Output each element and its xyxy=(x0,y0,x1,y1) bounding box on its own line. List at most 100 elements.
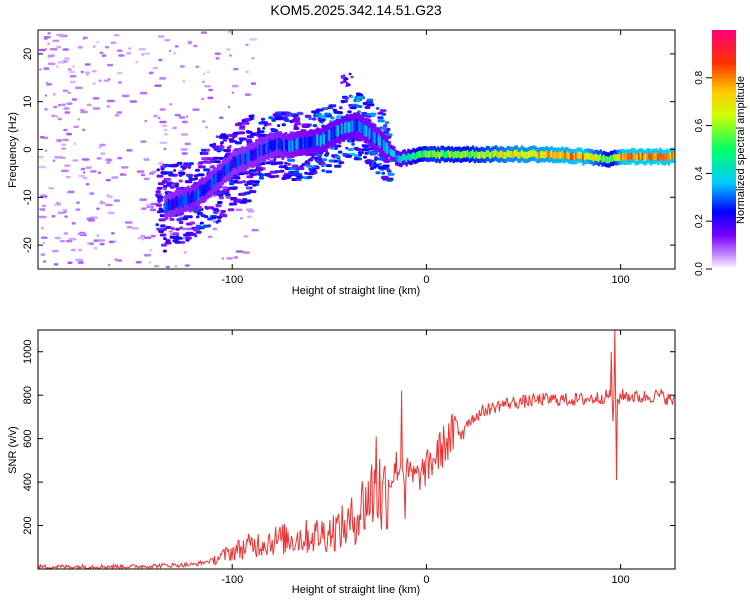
noise-speckle xyxy=(251,57,255,60)
noise-speckle xyxy=(52,249,59,253)
trace-core xyxy=(200,183,204,196)
trace-core xyxy=(328,129,331,141)
noise-speckle xyxy=(202,80,205,84)
noise-speckle xyxy=(72,159,79,162)
noise-speckle xyxy=(47,54,55,57)
noise-speckle xyxy=(168,230,173,233)
trace-core xyxy=(611,154,615,162)
trace-core xyxy=(379,136,382,148)
noise-speckle xyxy=(141,53,145,56)
signal-cell xyxy=(366,98,374,102)
noise-speckle xyxy=(93,45,96,48)
noise-speckle xyxy=(140,140,147,143)
trace-core xyxy=(335,125,338,137)
noise-speckle xyxy=(38,48,46,52)
trace-core xyxy=(471,149,475,157)
signal-cell xyxy=(368,164,373,167)
trace-core xyxy=(491,150,494,158)
trace-core xyxy=(393,150,396,158)
signal-cell xyxy=(337,111,343,115)
trace-core xyxy=(388,146,391,153)
trace-core xyxy=(498,151,501,159)
trace-core xyxy=(185,193,188,206)
signal-cell xyxy=(275,174,280,178)
noise-speckle xyxy=(100,200,104,203)
trace-core xyxy=(227,163,230,175)
trace-core xyxy=(477,151,480,159)
trace-core xyxy=(639,152,643,160)
trace-core xyxy=(494,149,497,157)
x-tick-label: 100 xyxy=(611,274,629,286)
colorbar-tick-label: 0.8 xyxy=(694,70,705,84)
trace-core xyxy=(260,143,263,155)
signal-cell xyxy=(311,117,317,121)
noise-speckle xyxy=(151,170,157,174)
trace-core xyxy=(207,179,211,192)
noise-speckle xyxy=(106,161,111,164)
signal-cell xyxy=(169,164,178,168)
noise-speckle xyxy=(158,162,164,165)
signal-cell xyxy=(195,168,200,172)
signal-cell xyxy=(332,108,337,112)
noise-speckle xyxy=(184,142,191,146)
signal-cell xyxy=(250,132,256,136)
signal-cell xyxy=(339,106,343,110)
noise-speckle xyxy=(243,235,249,238)
noise-speckle xyxy=(98,146,103,149)
noise-speckle xyxy=(43,108,48,111)
trace-core xyxy=(604,156,608,163)
signal-cell xyxy=(363,145,370,149)
noise-speckle xyxy=(158,58,163,62)
trace-core xyxy=(265,141,268,153)
trace-core xyxy=(351,120,354,133)
signal-cell xyxy=(347,110,352,114)
trace-core xyxy=(314,136,317,148)
trace-core xyxy=(347,121,351,134)
trace-core xyxy=(319,135,323,147)
y-tick-label: -20 xyxy=(22,237,34,253)
trace-core xyxy=(417,151,421,158)
signal-cell xyxy=(179,226,183,230)
y-tick-label: 800 xyxy=(22,386,34,404)
noise-speckle xyxy=(101,54,107,57)
trace-core xyxy=(485,150,489,157)
signal-cell xyxy=(212,207,219,211)
signal-cell xyxy=(384,121,390,125)
trace-core xyxy=(337,125,340,137)
signal-cell xyxy=(215,192,221,196)
trace-core xyxy=(220,170,223,182)
signal-cell xyxy=(218,156,224,160)
noise-speckle xyxy=(141,207,147,210)
noise-speckle xyxy=(249,38,258,41)
noise-speckle xyxy=(84,71,90,74)
trace-core xyxy=(538,151,541,159)
trace-core xyxy=(408,154,412,161)
noise-speckle xyxy=(75,258,83,262)
trace-core xyxy=(533,149,536,157)
signal-cell xyxy=(281,123,286,127)
trace-core xyxy=(358,120,361,132)
signal-cell xyxy=(217,201,223,204)
trace-core xyxy=(218,170,221,182)
signal-cell xyxy=(200,214,206,218)
noise-speckle xyxy=(63,232,69,235)
noise-speckle xyxy=(121,166,129,169)
trace-core xyxy=(524,151,527,159)
trace-core xyxy=(356,118,359,130)
trace-core xyxy=(540,151,543,159)
noise-speckle xyxy=(107,211,115,215)
noise-speckle xyxy=(65,175,71,179)
noise-speckle xyxy=(113,240,117,243)
trace-core xyxy=(622,153,625,161)
noise-speckle xyxy=(44,149,48,152)
signal-cell xyxy=(188,177,196,181)
signal-cell xyxy=(195,215,200,219)
noise-speckle xyxy=(250,82,257,85)
trace-core xyxy=(169,200,172,212)
trace-core xyxy=(627,153,630,160)
noise-speckle xyxy=(126,149,133,152)
noise-speckle xyxy=(44,94,47,97)
trace-core xyxy=(398,155,401,163)
signal-cell xyxy=(158,218,166,222)
trace-core xyxy=(602,155,606,162)
